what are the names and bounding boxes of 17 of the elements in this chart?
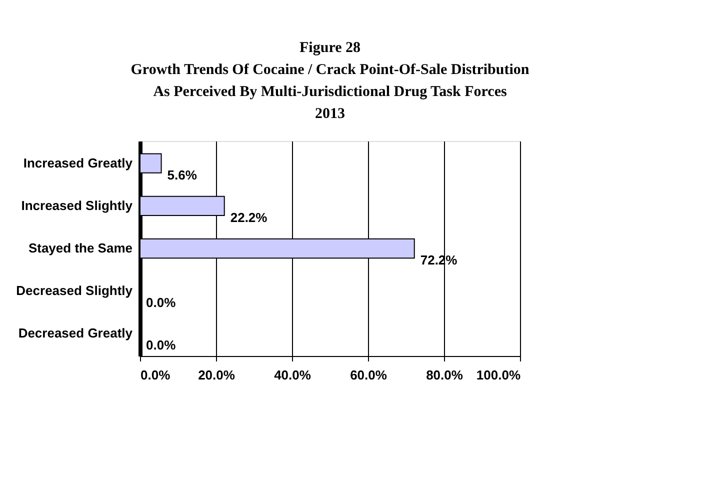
data-label: 0.0% [146,295,176,310]
x-tick-label: 100.0% [476,368,521,382]
y-tick-label: Increased Greatly [23,155,134,170]
data-label: 0.0% [146,338,176,353]
data-label: 5.6% [167,167,198,182]
x-tick-label: 60.0% [350,368,388,382]
data-label: 22.2% [230,210,268,225]
y-tick-label: Increased Slightly [21,198,134,213]
x-tick-label: 80.0% [426,368,464,382]
y-tick-label: Decreased Slightly [16,283,134,298]
chart-title: Figure 28 [300,40,360,56]
chart-subtitle: Growth Trends Of Cocaine / Crack Point-Of-Sale Distribution As Perceived By Multi-Jurisdictional Drug Task Forces 2013 [130,62,530,122]
y-tick-label: Decreased Greatly [18,326,134,341]
x-tick-label: 40.0% [274,368,312,382]
x-tick-label: 0.0% [140,368,171,382]
x-tick-label: 20.0% [198,368,236,382]
y-tick-label: Stayed the Same [28,240,132,256]
